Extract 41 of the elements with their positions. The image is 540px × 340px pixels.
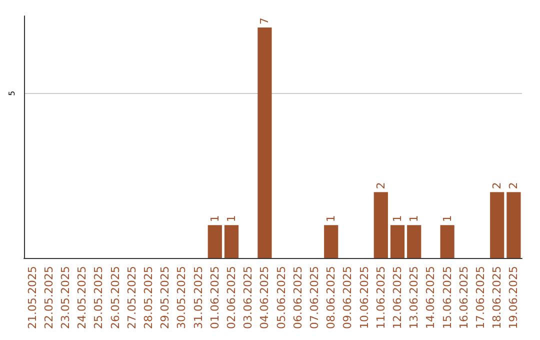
x-tick-label: 03.06.2025 [242, 266, 255, 330]
x-tick-label: 13.06.2025 [408, 266, 421, 330]
x-tick-label: 23.05.2025 [59, 266, 72, 330]
x-tick-label: 19.06.2025 [507, 266, 520, 330]
data-label: 1 [391, 215, 404, 222]
x-tick-label: 29.05.2025 [158, 266, 172, 330]
x-tick-label: 12.06.2025 [391, 266, 404, 330]
x-tick-label: 04.06.2025 [258, 266, 272, 330]
x-tick-label: 17.06.2025 [474, 266, 487, 330]
x-tick-label: 16.06.2025 [457, 266, 470, 330]
x-tick-label: 15.06.2025 [440, 266, 454, 330]
x-tick-label: 21.05.2025 [26, 266, 39, 330]
x-tick-label: 06.06.2025 [291, 266, 304, 330]
data-label: 1 [440, 215, 454, 222]
x-tick-label: 08.06.2025 [324, 266, 338, 330]
data-label: 2 [507, 182, 520, 190]
x-tick-label: 18.06.2025 [490, 266, 504, 330]
x-tick-label: 01.06.2025 [208, 266, 222, 330]
x-tick-label: 07.06.2025 [308, 266, 321, 330]
data-label: 7 [258, 18, 272, 25]
x-tick-label: 28.05.2025 [142, 266, 155, 330]
data-label: 2 [374, 182, 388, 190]
x-tick-label: 26.05.2025 [108, 266, 122, 330]
x-tick-label: 11.06.2025 [374, 266, 388, 330]
x-tick-label: 09.06.2025 [341, 266, 354, 330]
x-tick-label: 27.05.2025 [125, 266, 138, 330]
x-tick-label: 05.06.2025 [274, 266, 288, 330]
y-tick-label: 5 [8, 90, 16, 96]
data-label: 1 [324, 215, 338, 222]
data-label: 1 [408, 215, 421, 222]
x-tick-label: 24.05.2025 [76, 266, 89, 330]
data-label: 1 [225, 215, 238, 222]
x-tick-label: 02.06.2025 [225, 266, 238, 330]
x-tick-label: 31.05.2025 [192, 266, 205, 330]
data-label: 1 [208, 215, 222, 222]
data-label: 2 [490, 182, 504, 190]
x-tick-label: 14.06.2025 [424, 266, 438, 330]
x-tick-label: 30.05.2025 [175, 266, 188, 330]
x-tick-label: 10.06.2025 [358, 266, 371, 330]
x-tick-label: 22.05.2025 [42, 266, 56, 330]
x-tick-label: 25.05.2025 [92, 266, 106, 330]
